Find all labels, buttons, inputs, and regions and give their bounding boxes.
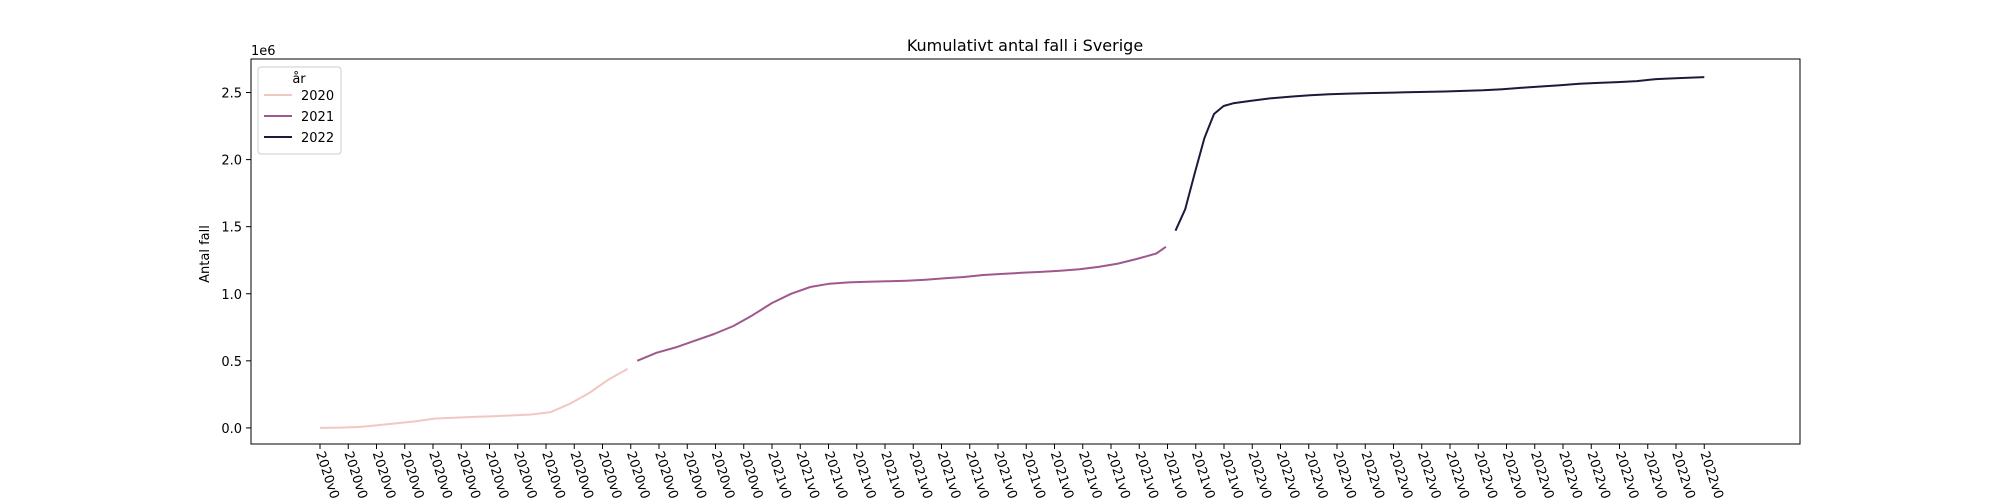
legend: år 2020 2021 2022	[257, 66, 342, 155]
x-tick-label: 2020v0	[679, 450, 708, 500]
x-tick-label: 2021v0	[1047, 450, 1076, 500]
x-tick-label: 2020v0	[510, 450, 539, 500]
legend-label-2022: 2022	[301, 131, 334, 146]
x-tick-label: 2020v0	[312, 450, 341, 500]
x-tick-label: 2020v0	[623, 450, 652, 500]
y-tick-label: 2.5	[221, 87, 242, 102]
x-tick-label: 2022v0	[1555, 450, 1584, 500]
x-tick-label: 2020v0	[369, 450, 398, 500]
x-tick-label: 2022v0	[1583, 450, 1612, 500]
x-tick-label: 2020v0	[397, 450, 426, 500]
x-tick-label: 2021v0	[1188, 450, 1217, 500]
x-tick-label: 2022v0	[1612, 450, 1641, 500]
y-tick-label: 0.0	[221, 422, 242, 437]
x-axis-ticks: 2020v02020v02020v02020v02020v02020v02020…	[312, 444, 1726, 500]
legend-label-2020: 2020	[301, 89, 334, 104]
x-tick-label: 2022v0	[1244, 450, 1273, 500]
x-tick-label: 2021v0	[1160, 450, 1189, 500]
legend-label-2021: 2021	[301, 110, 334, 125]
y-tick-label: 0.5	[221, 355, 242, 370]
y-axis-label: Antal fall	[198, 225, 213, 283]
x-tick-label: 2021v0	[877, 450, 906, 500]
x-tick-label: 2022v0	[1301, 450, 1330, 500]
x-tick-label: 2020v0	[453, 450, 482, 500]
x-tick-label: 2020v0	[425, 450, 454, 500]
x-tick-label: 2022v0	[1329, 450, 1358, 500]
x-tick-label: 2021v0	[1131, 450, 1160, 500]
x-tick-label: 2020v0	[566, 450, 595, 500]
x-tick-label: 2020v0	[708, 450, 737, 500]
y-tick-label: 2.0	[221, 154, 242, 169]
x-tick-label: 2022v0	[1640, 450, 1669, 500]
legend-items: 2020 2021 2022	[264, 89, 334, 146]
x-tick-label: 2021v0	[962, 450, 991, 500]
series-lines	[319, 76, 1705, 429]
y-tick-label: 1.5	[221, 221, 242, 236]
x-tick-label: 2020v0	[651, 450, 680, 500]
x-tick-label: 2020v0	[538, 450, 567, 500]
y-axis-ticks: 0.0 0.5 1.0 1.5 2.0 2.5	[221, 87, 251, 437]
x-tick-label: 2022v0	[1414, 450, 1443, 500]
x-tick-label: 2021v0	[1216, 450, 1245, 500]
x-tick-label: 2021v0	[1103, 450, 1132, 500]
y-tick-label: 1.0	[221, 288, 242, 303]
legend-box	[257, 66, 342, 155]
series-line-2022	[1174, 76, 1705, 232]
x-tick-label: 2022v0	[1696, 450, 1725, 500]
x-tick-label: 2022v0	[1357, 450, 1386, 500]
x-tick-label: 2021v0	[1018, 450, 1047, 500]
chart-title: Kumulativt antal fall i Sverige	[907, 36, 1143, 55]
x-tick-label: 2022v0	[1442, 450, 1471, 500]
x-tick-label: 2021v0	[905, 450, 934, 500]
series-line-2021	[636, 245, 1167, 362]
x-tick-label: 2022v0	[1470, 450, 1499, 500]
x-tick-label: 2021v0	[849, 450, 878, 500]
x-tick-label: 2021v0	[821, 450, 850, 500]
x-tick-label: 2021v0	[934, 450, 963, 500]
x-tick-label: 2022v0	[1668, 450, 1697, 500]
x-tick-label: 2020v0	[736, 450, 765, 500]
legend-title: år	[292, 72, 306, 87]
x-tick-label: 2022v0	[1386, 450, 1415, 500]
x-tick-label: 2020v0	[340, 450, 369, 500]
x-tick-label: 2021v0	[792, 450, 821, 500]
series-line-2020	[319, 368, 629, 429]
x-tick-label: 2022v0	[1527, 450, 1556, 500]
x-tick-label: 2020v0	[595, 450, 624, 500]
x-tick-label: 2021v0	[764, 450, 793, 500]
y-offset-label: 1e6	[251, 44, 276, 59]
x-tick-label: 2022v0	[1499, 450, 1528, 500]
x-tick-label: 2020v0	[482, 450, 511, 500]
plot-area-frame	[250, 58, 1801, 445]
x-tick-label: 2022v0	[1273, 450, 1302, 500]
x-tick-label: 2021v0	[990, 450, 1019, 500]
x-tick-label: 2021v0	[1075, 450, 1104, 500]
